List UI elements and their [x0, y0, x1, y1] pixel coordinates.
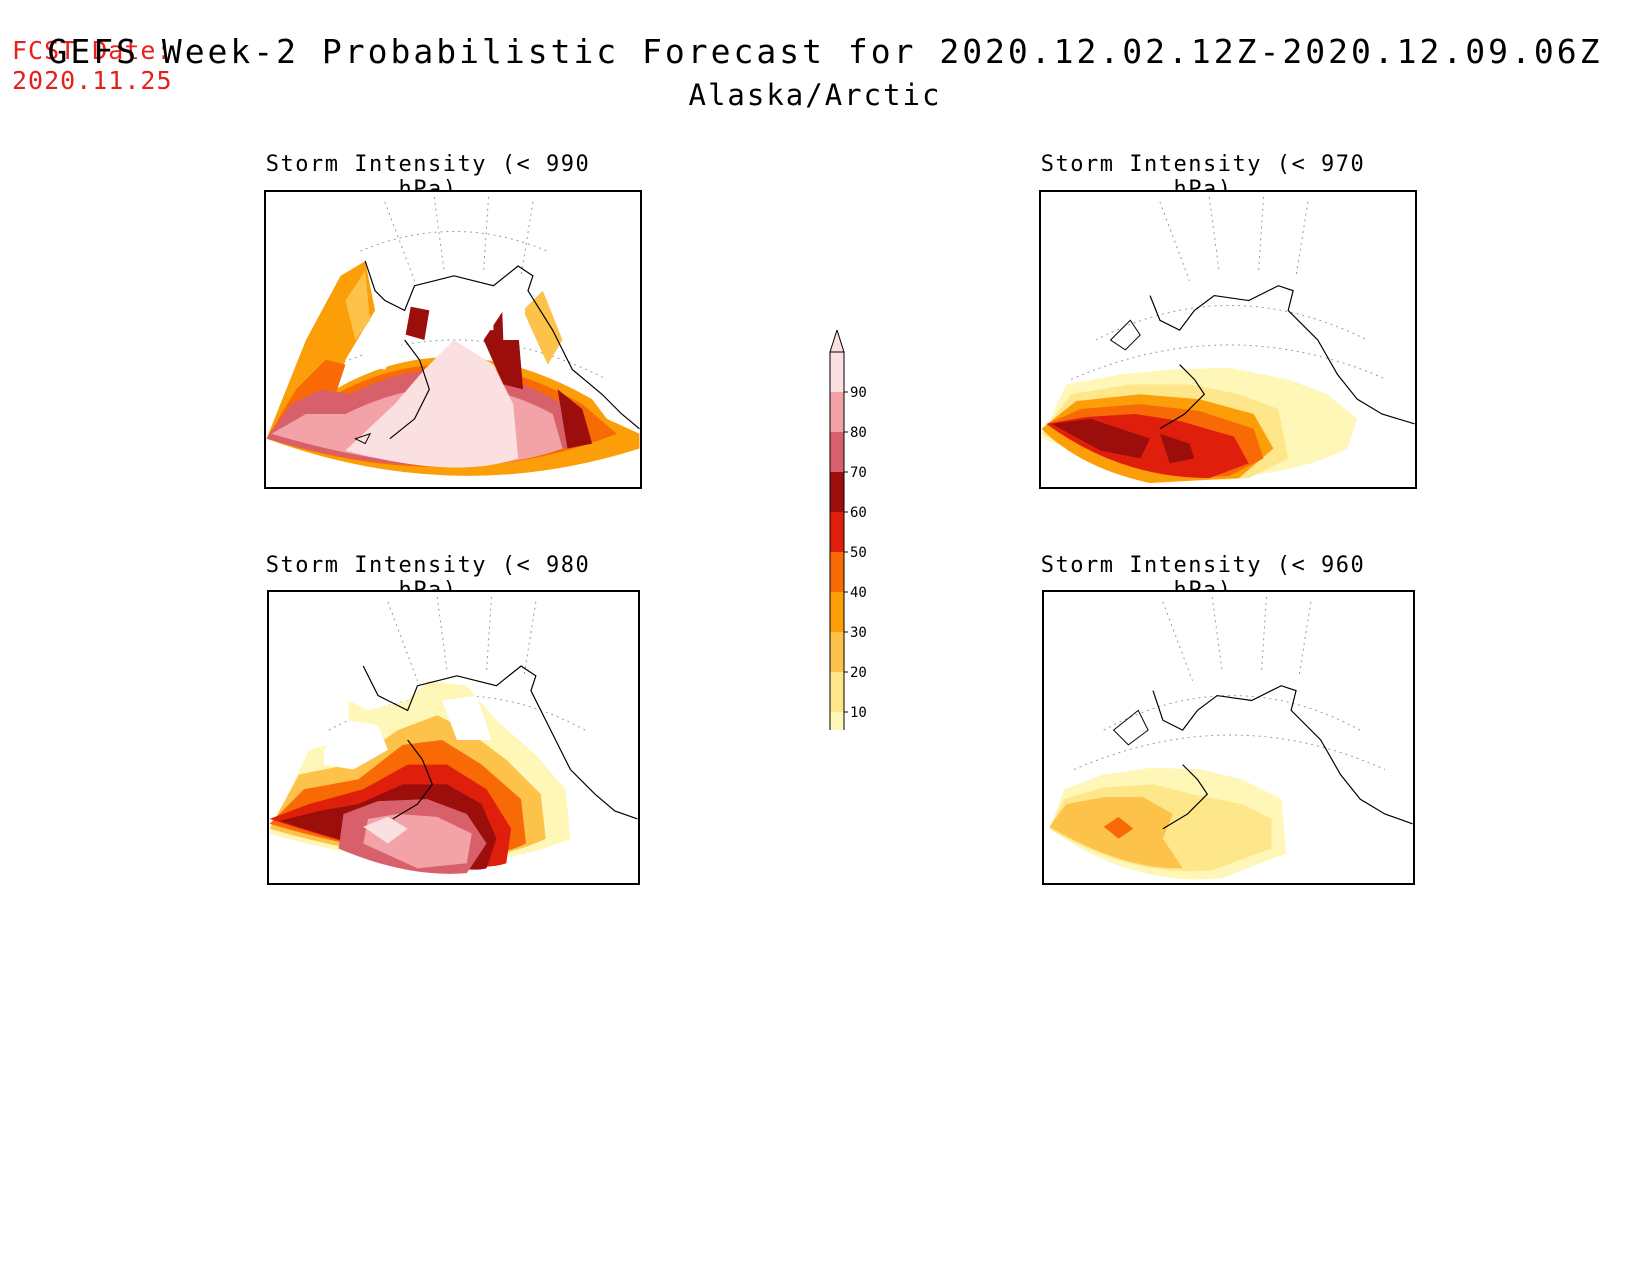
forecast-date-label: FCST Date: [12, 36, 173, 65]
colorbar-tick-label: 70 [850, 465, 867, 481]
colorbar-swatch [830, 352, 844, 392]
panel-title-960: Storm Intensity (< 960 hPa) [1040, 553, 1366, 603]
colorbar-swatch [830, 552, 844, 592]
graticule [1073, 596, 1386, 771]
graticule [1070, 196, 1388, 380]
colorbar-tick-label: 30 [850, 625, 867, 641]
colorbar-tick-label: 10 [850, 705, 867, 721]
colorbar-swatch [830, 432, 844, 472]
colorbar-swatch [830, 512, 844, 552]
colorbar-tick-label: 40 [850, 585, 867, 601]
colorbar: 10 20 30 40 50 60 70 80 90 [800, 328, 870, 753]
colorbar-swatch [830, 632, 844, 672]
map-panel-980 [267, 590, 640, 885]
page-title: GEFS Week-2 Probabilistic Forecast for 2… [47, 32, 1603, 71]
colorbar-tick-label: 90 [850, 385, 867, 401]
colorbar-swatch [830, 672, 844, 712]
colorbar-swatch [830, 472, 844, 512]
map-990 [266, 196, 640, 476]
colorbar-swatch [830, 712, 844, 752]
region-subtitle: Alaska/Arctic [688, 78, 942, 112]
colorbar-tick-label: 60 [850, 505, 867, 521]
colorbar-tick-label: 80 [850, 425, 867, 441]
map-980 [269, 596, 638, 874]
colorbar-graphic: 10 20 30 40 50 60 70 80 90 [829, 328, 867, 753]
graticule [305, 196, 608, 380]
map-panel-990 [264, 190, 642, 489]
colorbar-top-arrow [829, 328, 845, 353]
map-960 [1049, 596, 1413, 880]
forecast-date: FCST Date: 2020.11.25 [12, 36, 173, 96]
map-panel-960 [1042, 590, 1415, 885]
forecast-date-value: 2020.11.25 [12, 66, 173, 95]
map-panel-970 [1039, 190, 1417, 489]
map-970 [1041, 196, 1415, 484]
colorbar-tick-label: 50 [850, 545, 867, 561]
colorbar-tick-label: 20 [850, 665, 867, 681]
colorbar-swatch [830, 592, 844, 632]
colorbar-swatch [830, 392, 844, 432]
